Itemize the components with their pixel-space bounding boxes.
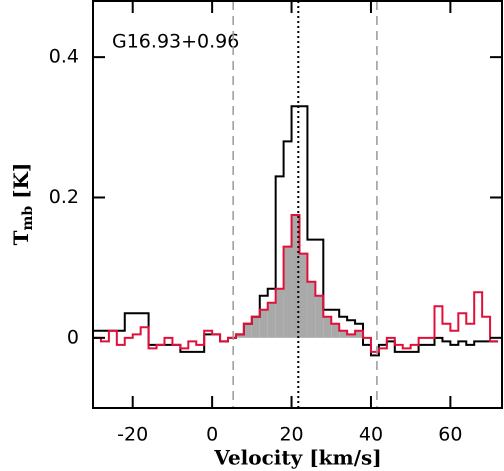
line [93, 105, 499, 357]
y-label-sub: mb [20, 206, 36, 231]
line-fill [235, 334, 244, 338]
line-fill [323, 316, 332, 338]
line-fill [251, 316, 260, 338]
line-fill [347, 334, 356, 338]
y-axis-label: Tmb [K] [9, 163, 37, 246]
x-tick-label: -20 [117, 424, 148, 446]
line-fill [291, 215, 300, 338]
x-tick-label: 60 [438, 424, 462, 446]
annotation: G16.93+0.96 [112, 31, 239, 53]
x-tick-label: 40 [359, 424, 383, 446]
line-fill [283, 246, 292, 338]
y-tick-label: 0.4 [49, 46, 79, 68]
x-tick-label: 0 [206, 424, 218, 446]
line-fill [307, 281, 316, 338]
line-fill [331, 323, 340, 338]
line-fill [243, 323, 252, 338]
y-label-main: T [9, 230, 33, 245]
line-fill [259, 309, 268, 338]
x-tick-label: 20 [279, 424, 303, 446]
x-axis-label: Velocity [km/s] [213, 446, 381, 470]
line-fill [355, 330, 364, 338]
y-tick-label: 0 [67, 326, 79, 348]
line-fill [339, 330, 348, 338]
line-fill [315, 295, 324, 338]
line-fill [275, 288, 284, 338]
plot-frame [92, 0, 503, 409]
line-fill [267, 302, 276, 338]
line-fill [299, 253, 308, 338]
y-tick-label: 0.2 [49, 186, 79, 208]
y-label-unit: [K] [9, 163, 33, 206]
line [93, 214, 499, 353]
